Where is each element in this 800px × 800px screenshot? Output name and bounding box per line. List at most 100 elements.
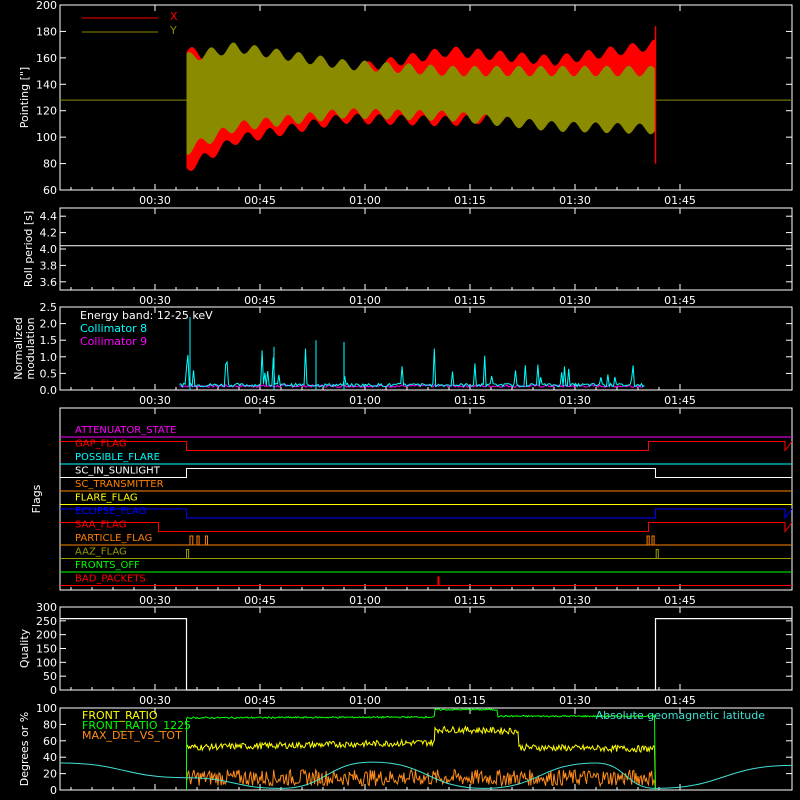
- x-tick-label: 01:45: [664, 594, 696, 607]
- flag-label-particle-flag: PARTICLE_FLAG: [75, 533, 152, 544]
- y-axis-title-line1: Normalized: [12, 317, 25, 379]
- particle-flag-blip: [204, 535, 208, 546]
- legend-label-geomagnetic-latitude: Absolute geomagnetic latitude: [596, 709, 766, 722]
- x-tick-label: 01:30: [559, 594, 591, 607]
- y-axis-title: Degrees or %: [18, 712, 31, 786]
- x-tick-label: 01:15: [454, 194, 486, 207]
- y-axis-title: Quality: [18, 628, 31, 668]
- flag-label-bad-packets: BAD_PACKETS: [75, 574, 146, 585]
- panel-pointing-frame: [59, 4, 793, 191]
- x-tick-label: 01:15: [454, 294, 486, 307]
- panel-flags: 00:30 00:45 01:00 01:15 01:30 01:45 Flags ATTEN…: [30, 407, 793, 607]
- legend-label-max-det: MAX_DET_VS_TOT: [82, 729, 182, 742]
- y-tick-label: 1.0: [40, 351, 58, 364]
- flag-label-attenuator-state: ATTENUATOR_STATE: [75, 425, 176, 436]
- x-tick-label: 00:45: [244, 294, 276, 307]
- y-tick-label: 200: [36, 629, 57, 642]
- y-tick-label: 20: [43, 768, 57, 781]
- y-tick-label: 140: [36, 78, 57, 91]
- panel-pointing: 00:30 00:45 01:00 01:15 01:30 01:45 60 80 100 120…: [18, 0, 793, 207]
- pointing-series-y-band: [186, 42, 656, 155]
- flag-label-flare-flag: FLARE_FLAG: [75, 493, 138, 504]
- y-tick-label: 100: [36, 131, 57, 144]
- y-tick-label: 3.8: [40, 259, 58, 272]
- y-axis-title: Roll period [s]: [22, 211, 35, 287]
- panel-ratios: 0 20 40 60 80 100 Degrees or % FRONT_RATIOFRONT…: [18, 702, 793, 797]
- x-tick-label: 00:30: [139, 394, 171, 407]
- particle-flag-blip: [646, 535, 650, 546]
- y-tick-label: 0: [50, 684, 57, 697]
- y-tick-label: 80: [43, 158, 57, 171]
- x-tick-label: 01:30: [559, 694, 591, 707]
- y-tick-label: 4.2: [40, 227, 58, 240]
- aaz-flag-blip: [655, 549, 659, 559]
- particle-flag-blip: [651, 535, 655, 546]
- x-tick-label: 01:15: [454, 594, 486, 607]
- chart-layer: 00:30 00:45 01:00 01:15 01:30 01:45 60 80 100 120…: [12, 0, 793, 797]
- y-axis-title: Flags: [30, 484, 43, 513]
- x-tick-label: 00:30: [139, 194, 171, 207]
- flag-line-eclipse-flag: [60, 508, 793, 520]
- flag-label-sc-transmitter: SC_TRANSMITTER: [75, 479, 164, 490]
- panel-ratios-frame: [59, 707, 793, 791]
- y-tick-label: 50: [43, 670, 57, 683]
- y-tick-label: 80: [43, 718, 57, 731]
- x-tick-label: 01:00: [349, 194, 381, 207]
- x-tick-label: 00:30: [139, 594, 171, 607]
- x-tick-label: 01:15: [454, 694, 486, 707]
- y-tick-label: 0: [50, 784, 57, 797]
- x-tick-label: 01:00: [349, 294, 381, 307]
- y-tick-label: 2.0: [40, 318, 58, 331]
- flag-line-gap-flag: [60, 441, 793, 452]
- y-tick-label: 3.6: [40, 276, 58, 289]
- flag-label-gap-flag: GAP_FLAG: [75, 439, 127, 450]
- x-tick-label: 01:00: [349, 594, 381, 607]
- x-tick-label: 00:45: [244, 694, 276, 707]
- y-tick-label: 40: [43, 751, 57, 764]
- flag-label-possible-flare: POSSIBLE_FLARE: [75, 452, 160, 463]
- x-tick-label: 00:30: [139, 294, 171, 307]
- panel-flags-frame: [59, 407, 793, 591]
- flag-label-aaz-flag: AAZ_FLAG: [75, 547, 127, 558]
- flag-label-fronts-off: FRONTS_OFF: [75, 560, 140, 571]
- legend-label-x: X: [170, 10, 178, 23]
- x-tick-label: 01:30: [559, 394, 591, 407]
- ratio-series-geomagnetic-latitude: [59, 761, 793, 789]
- panel-quality: 00:30 00:45 01:00 01:15 01:30 01:450501001502…: [18, 601, 793, 707]
- y-tick-label: 0.5: [40, 367, 58, 380]
- y-tick-label: 60: [43, 184, 57, 197]
- panel-modulation: 00:30 00:45 01:00 01:15 01:30 01:45 0.0 0.5 1.0 1…: [12, 301, 793, 407]
- panel-modulation-frame: [59, 306, 793, 391]
- y-tick-label: 4.4: [40, 210, 58, 223]
- flag-line-sc-in-sunlight: [60, 468, 792, 478]
- y-tick-label: 250: [36, 615, 57, 628]
- y-tick-label: 2.5: [40, 301, 58, 314]
- legend-label-collimator9: Collimator 9: [80, 335, 147, 348]
- x-tick-label: 01:30: [559, 194, 591, 207]
- modulation-series-collimator8: [179, 348, 645, 388]
- x-tick-label: 01:45: [664, 394, 696, 407]
- x-tick-label: 00:30: [139, 694, 171, 707]
- y-tick-label: 300: [36, 601, 57, 614]
- flag-label-sc-in-sunlight: SC_IN_SUNLIGHT: [75, 466, 161, 477]
- y-tick-label: 150: [36, 643, 57, 656]
- y-tick-label: 180: [36, 25, 57, 38]
- legend-label-front-ratio-1225: FRONT_RATIO_1225: [82, 719, 191, 732]
- flag-label-saa-flag: SAA_FLAG: [75, 520, 126, 531]
- quality-line: [60, 618, 792, 691]
- legend-label-collimator8: Collimator 8: [80, 322, 147, 335]
- x-tick-label: 00:45: [244, 194, 276, 207]
- y-tick-label: 100: [36, 656, 57, 669]
- x-tick-label: 01:00: [349, 694, 381, 707]
- modulation-series-collimator9: [179, 383, 645, 389]
- y-tick-label: 100: [36, 702, 57, 715]
- flag-label-eclipse-flag: ECLIPSE_FLAG: [75, 506, 146, 517]
- y-tick-label: 60: [43, 735, 57, 748]
- y-tick-label: 1.5: [40, 334, 58, 347]
- particle-flag-blip: [189, 535, 194, 546]
- aaz-flag-blip: [186, 549, 190, 559]
- legend-label-y: Y: [169, 24, 177, 37]
- x-tick-label: 01:45: [664, 194, 696, 207]
